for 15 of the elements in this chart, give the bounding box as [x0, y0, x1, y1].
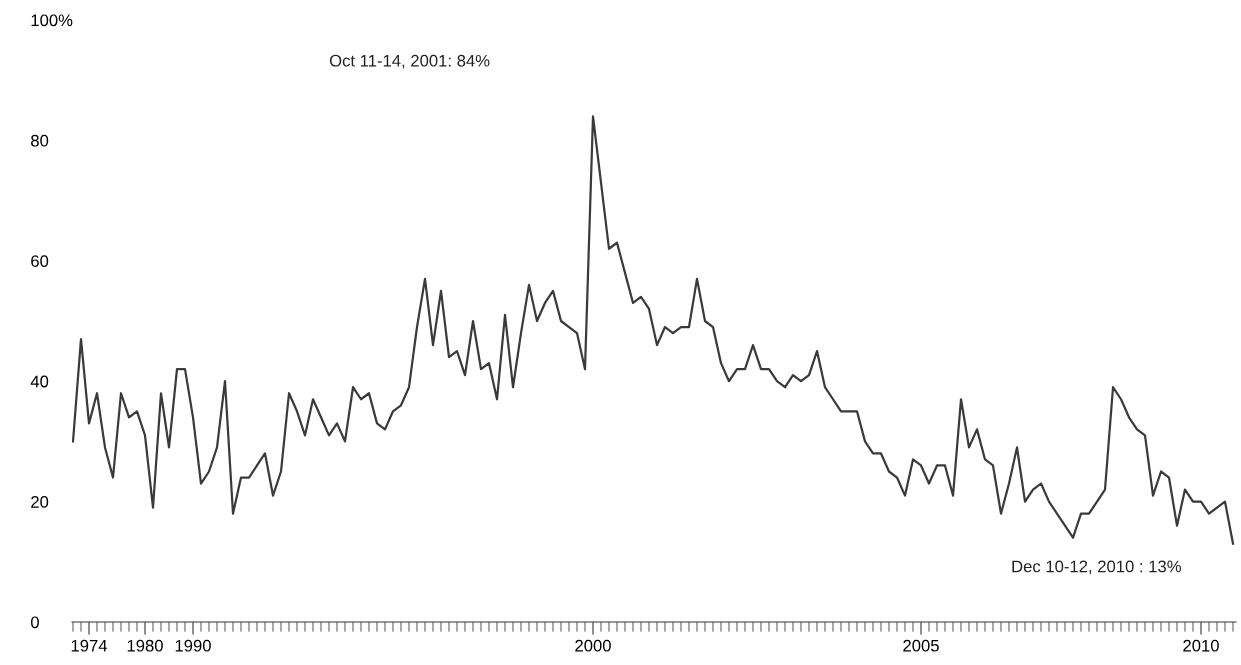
- y-tick-label: 80: [31, 134, 49, 147]
- y-tick-label: 100%: [31, 14, 73, 27]
- y-tick-label: 0: [30, 616, 39, 629]
- x-tick-label: 2000: [575, 639, 611, 652]
- line-series: [72, 115, 1235, 545]
- x-tick-label: 2005: [903, 639, 939, 652]
- y-tick-label: 60: [31, 255, 49, 267]
- x-tick-label: 1974: [71, 639, 108, 652]
- annotation: Dec 10-12, 2010 : 13%: [1012, 560, 1181, 575]
- y-tick-label: 20: [31, 496, 49, 508]
- x-tick-label: 1980: [127, 639, 163, 652]
- annotation: Oct 11-14, 2001: 84%: [329, 54, 490, 69]
- x-tick-label: 2010: [1183, 639, 1219, 652]
- x-tick-label: 1990: [175, 639, 211, 652]
- y-tick-label: 40: [30, 375, 49, 388]
